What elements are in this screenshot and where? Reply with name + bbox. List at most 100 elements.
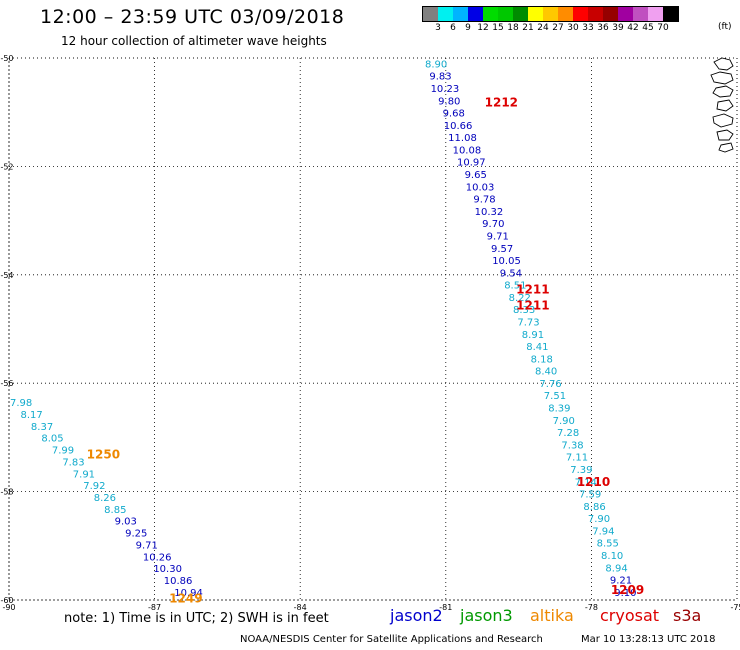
satellite-jason3-label: jason3 [460,606,513,625]
page-subtitle: 12 hour collection of altimeter wave hei… [61,34,327,48]
wave-height-value: 7.91 [73,469,95,480]
wave-height-value: 8.37 [31,422,53,433]
credit-line: NOAA/NESDIS Center for Satellite Applica… [240,634,543,645]
legend-label: 6 [450,23,456,33]
wave-height-value: 8.41 [526,342,548,353]
wave-height-value: 7.28 [557,428,579,439]
lat-tick-label: -58 [0,488,13,497]
legend-label: 33 [582,23,594,33]
wave-height-value: 8.22 [509,293,531,304]
wave-height-value: 10.05 [492,256,521,267]
axis-tick-labels: -50 -52 -54 -56 -58 -60-90 -87 -84 -81 -78 -75 [0,54,740,612]
wave-height-value: 9.21 [610,576,632,587]
wave-height-value: 7.51 [544,391,566,402]
wave-height-value: 9.71 [136,540,158,551]
wave-height-value: 8.55 [597,539,619,550]
legend-swatches [422,6,679,22]
time-label: 1212 [485,95,518,109]
wave-height-value: 9.68 [443,109,465,120]
legend-label: 3 [435,23,441,33]
legend-label: 21 [522,23,534,33]
wave-height-value: 10.03 [466,182,495,193]
wave-height-value: 7.90 [588,514,610,525]
wave-height-value: 7.39 [570,465,592,476]
wave-height-value: 7.38 [561,440,583,451]
legend-label: 36 [597,23,609,33]
wave-height-value: 8.33 [513,305,535,316]
time-label: 1211 [516,282,549,296]
wave-height-value: 8.17 [20,410,42,421]
wave-height-value: 7.11 [566,453,588,464]
lat-tick-label: -50 [0,54,13,63]
legend-swatch [498,7,513,21]
wave-height-value: 9.57 [491,244,513,255]
wave-height-value: 7.98 [10,398,32,409]
wave-height-value: 7.83 [62,457,84,468]
legend-unit: (ft) [718,22,732,32]
wave-height-value: 7.59 [579,490,601,501]
wave-height-value: 8.18 [531,354,553,365]
legend-swatch [483,7,498,21]
time-label: 1210 [577,475,610,489]
wave-height-value: 8.10 [601,551,623,562]
legend-labels: 3 6 9 12 15 18 21 24 27 30 33 36 39 42 45 70 [422,22,679,34]
lon-tick-label: -78 [585,603,598,612]
generated-timestamp: Mar 10 13:28:13 UTC 2018 [581,634,716,645]
lat-tick-label: -60 [0,596,13,605]
wave-height-value: 9.03 [115,517,137,528]
legend-swatch [543,7,558,21]
legend-label: 42 [627,23,639,33]
wave-height-value: 10.97 [457,158,486,169]
legend-label: 15 [492,23,504,33]
wave-height-value: 9.83 [429,72,451,83]
wave-height-value: 7.14 [575,477,597,488]
wave-height-value: 7.99 [52,446,74,457]
legend-label: 12 [477,23,489,33]
page-title: 12:00 – 23:59 UTC 03/09/2018 [40,6,345,28]
wave-height-value: 8.94 [605,563,627,574]
lon-tick-label: -90 [2,603,15,612]
map-frame [8,57,738,601]
satellite-cryosat-label: cryosat [600,606,660,625]
wave-height-value: 9.71 [487,231,509,242]
color-legend: 3 6 9 12 15 18 21 24 27 30 33 36 39 42 45 70 [422,6,679,34]
map-border [8,57,738,601]
wave-height-value: 8.86 [583,502,605,513]
lat-tick-label: -52 [0,162,13,171]
wave-height-value: 10.23 [431,84,460,95]
wave-height-value: 7.76 [539,379,561,390]
lon-tick-label: -87 [148,603,161,612]
legend-swatch [603,7,618,21]
wave-height-value: 10.32 [475,207,504,218]
coastline-island [710,71,734,85]
wave-height-value: 10.66 [444,121,473,132]
legend-label: 39 [612,23,624,33]
wave-height-value: 7.73 [517,318,539,329]
wave-height-value: 10.94 [174,588,203,599]
wave-height-value: 8.91 [522,330,544,341]
coastline-island [716,129,734,141]
legend-swatch [663,7,678,21]
legend-swatch [438,7,453,21]
wave-height-value: 8.26 [94,493,116,504]
legend-swatch [468,7,483,21]
legend-label: 70 [657,23,669,33]
coastline-island [712,113,734,128]
legend-swatch [453,7,468,21]
time-label: 1209 [611,583,644,597]
wave-height-value: 8.39 [548,404,570,415]
lon-tick-label: -84 [294,603,307,612]
wave-height-value: 8.51 [504,281,526,292]
lat-tick-label: -54 [0,271,13,280]
legend-swatch [588,7,603,21]
wave-height-value: 9.10 [614,588,636,599]
wave-height-value: 7.90 [553,416,575,427]
time-label: 1211 [516,299,549,313]
coastline-island [713,57,734,71]
legend-swatch [558,7,573,21]
coastline-island [712,85,734,98]
wave-height-value: 11.08 [448,133,477,144]
wave-height-value: 8.85 [104,505,126,516]
satellite-jason2-label: jason2 [390,606,443,625]
legend-swatch [528,7,543,21]
